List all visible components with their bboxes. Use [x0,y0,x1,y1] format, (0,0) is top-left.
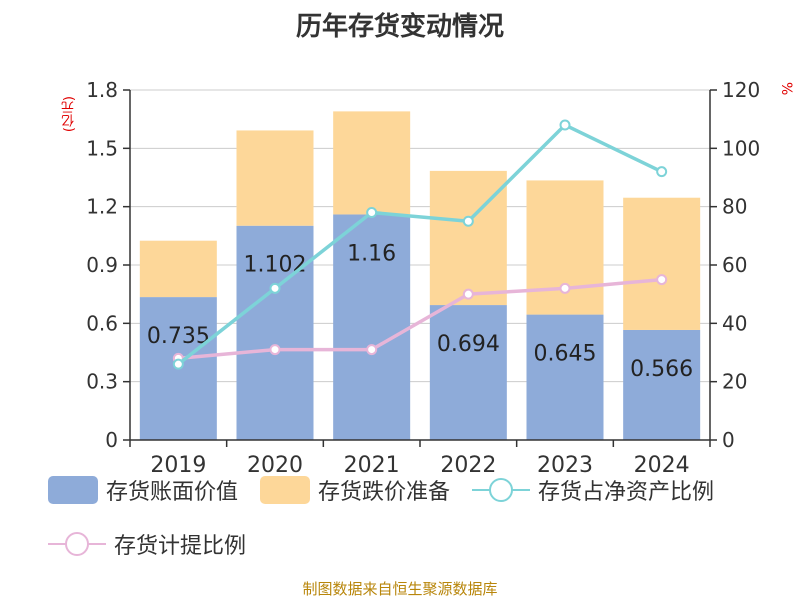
point-net-asset-ratio [172,358,184,370]
legend-line-provision-ratio [48,530,106,558]
point-net-asset-ratio [656,166,668,178]
legend: 存货账面价值 存货跌价准备 存货占净资产比例 存货计提比例 [48,472,788,580]
x-tick-label: 2021 [344,453,400,478]
point-provision-ratio [462,288,474,300]
bar-book-value [429,305,507,440]
chart-title: 历年存货变动情况 [295,12,504,42]
left-tick-label: 0.3 [86,370,118,394]
x-tick-label: 2020 [247,453,303,478]
right-tick-label: 80 [722,195,747,219]
bar-impairment [139,240,217,298]
data-label-book-value: 1.102 [244,253,307,278]
right-tick-label: 0 [722,428,735,452]
bar-book-value [236,225,314,440]
bar-book-value [526,314,604,440]
bar-impairment [429,170,507,306]
bar-book-value [623,329,701,440]
line-provision-ratio [178,277,662,361]
point-net-asset-ratio [462,215,474,227]
right-tick-label: 40 [722,311,747,335]
point-provision-ratio [656,274,668,286]
x-tick-label: 2019 [150,453,206,478]
legend-item-book-value[interactable]: 存货账面价值 [48,474,238,506]
bar-impairment [526,180,604,315]
left-tick-label: 1.5 [86,136,118,160]
right-axis-unit: % [778,82,794,96]
data-label-book-value: 1.16 [347,241,396,266]
x-tick-label: 2024 [634,453,690,478]
left-tick-label: 0.6 [86,311,118,335]
legend-swatch-impairment [260,476,311,504]
left-tick-label: 0 [105,428,118,452]
legend-item-net-asset-ratio[interactable]: 存货占净资产比例 [472,474,714,506]
legend-label-provision-ratio: 存货计提比例 [114,534,247,559]
data-label-book-value: 0.645 [534,342,597,367]
data-label-book-value: 0.735 [147,324,210,349]
legend-swatch-book-value [48,476,98,504]
right-tick-label: 20 [722,370,747,394]
x-tick-label: 2023 [537,453,593,478]
point-net-asset-ratio [269,282,281,294]
line-net-asset-ratio [177,123,663,366]
legend-line-net-asset-ratio [472,476,531,504]
data-label-book-value: 0.566 [630,357,693,382]
point-net-asset-ratio [366,207,378,218]
data-label-book-value: 0.694 [437,332,500,357]
bar-impairment [236,130,314,226]
legend-label-impairment: 存货跌价准备 [318,480,451,505]
bar-impairment [623,197,701,330]
legend-label-net-asset-ratio: 存货占净资产比例 [538,480,715,505]
point-provision-ratio [269,344,281,356]
point-provision-ratio [366,344,378,356]
point-net-asset-ratio [559,119,571,131]
left-tick-label: 0.9 [86,253,118,277]
legend-label-book-value: 存货账面价值 [106,480,239,505]
data-source-note: 制图数据来自恒生聚源数据库 [302,580,498,598]
right-tick-label: 120 [722,78,760,102]
x-tick-label: 2022 [440,453,496,478]
legend-item-impairment[interactable]: 存货跌价准备 [260,474,450,506]
point-provision-ratio [559,282,571,294]
legend-item-provision-ratio[interactable]: 存货计提比例 [48,528,246,560]
left-tick-label: 1.8 [86,78,118,102]
bar-impairment [333,111,411,215]
bar-book-value [333,214,411,440]
right-tick-label: 60 [722,253,747,277]
left-tick-label: 1.2 [86,195,118,219]
right-tick-label: 100 [722,136,760,160]
